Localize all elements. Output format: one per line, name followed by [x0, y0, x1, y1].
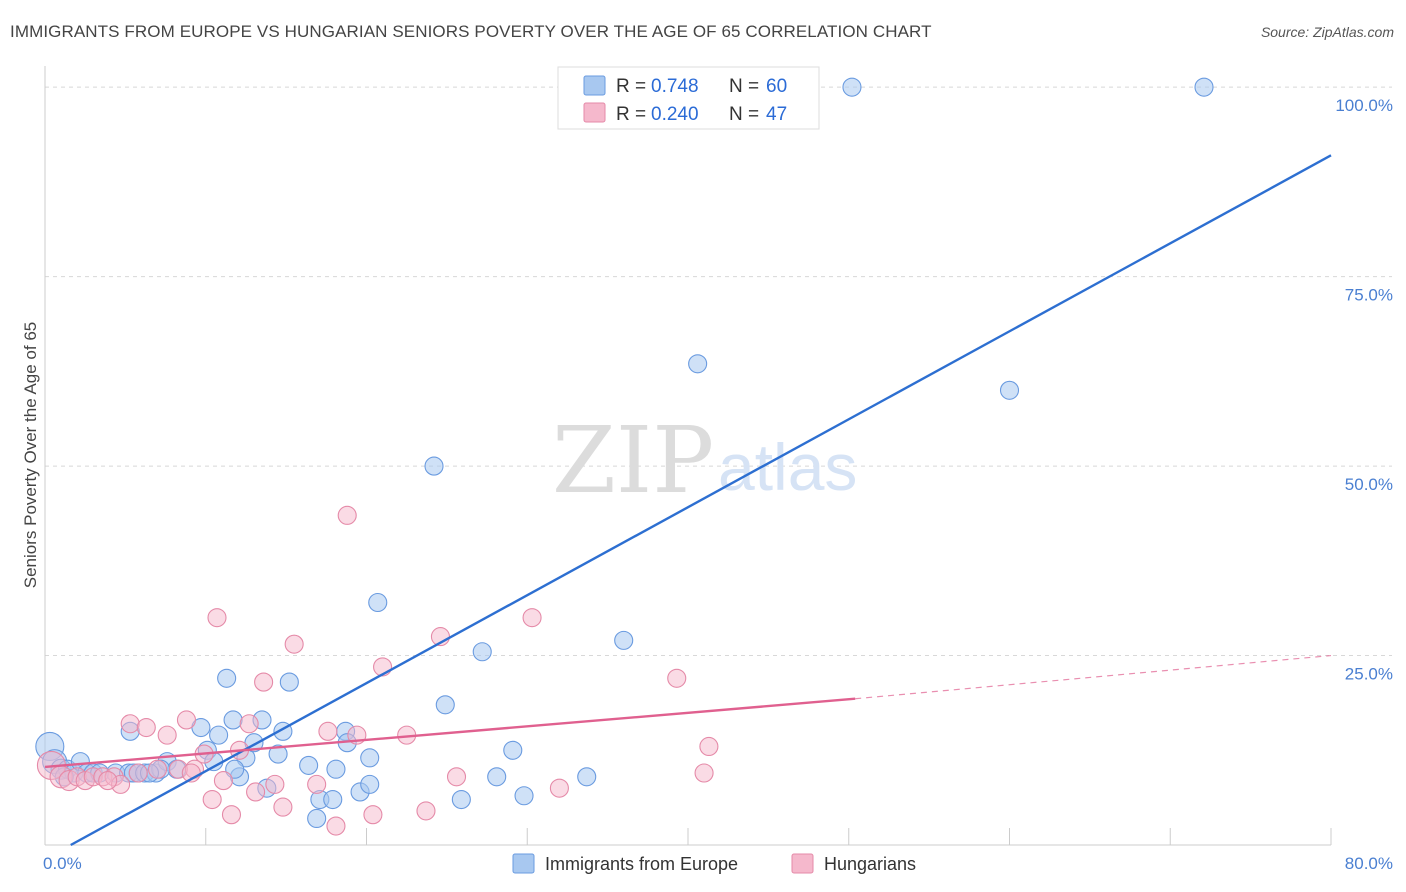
trend-line-immigrants	[70, 154, 1332, 847]
data-point	[337, 505, 357, 525]
data-point	[246, 782, 266, 802]
data-point	[416, 801, 436, 821]
y-tick-label: 75.0%	[1345, 286, 1393, 305]
data-point	[225, 759, 245, 779]
data-point	[265, 774, 285, 794]
data-point	[577, 767, 597, 787]
watermark-atlas: atlas	[718, 430, 857, 504]
legend-r-label: R =	[616, 104, 646, 125]
axes	[44, 66, 1332, 846]
data-point	[451, 789, 471, 810]
legend-r-label: R =	[616, 76, 646, 97]
data-point	[120, 714, 140, 734]
data-point	[326, 816, 346, 836]
data-point	[279, 672, 299, 692]
legend-r-value: 0.240	[651, 104, 699, 125]
data-point	[472, 642, 492, 662]
data-point	[307, 808, 327, 829]
data-point	[299, 755, 319, 775]
data-point	[176, 710, 197, 730]
data-point	[128, 763, 148, 783]
data-point	[503, 740, 523, 760]
x-tick-label: 0.0%	[43, 854, 82, 873]
data-point	[514, 786, 534, 806]
watermark-zip: ZIP	[552, 407, 714, 514]
legend-swatch-hungarians	[791, 853, 814, 874]
legend-n-value: 47	[766, 104, 787, 125]
grid-lines	[45, 86, 1392, 657]
trend-line-hungarians-extension	[855, 654, 1332, 700]
data-point	[435, 695, 455, 715]
data-point	[368, 592, 388, 613]
y-axis-label: Seniors Poverty Over the Age of 65	[21, 322, 40, 588]
data-point	[699, 736, 719, 757]
data-point	[667, 668, 687, 688]
data-point	[842, 77, 862, 97]
data-point	[207, 608, 227, 628]
data-point	[326, 759, 346, 779]
y-tick-label: 25.0%	[1345, 665, 1393, 684]
data-point	[98, 771, 118, 791]
data-point	[213, 771, 233, 791]
x-tick-label: 80.0%	[1345, 854, 1393, 873]
data-point	[614, 630, 634, 650]
legend-n-value: 60	[766, 76, 787, 97]
chart-title: IMMIGRANTS FROM EUROPE VS HUNGARIAN SENI…	[10, 22, 932, 41]
y-tick-labels: 25.0% 50.0% 75.0% 100.0%	[1335, 96, 1393, 683]
legend-label-immigrants: Immigrants from Europe	[545, 854, 738, 874]
data-point	[360, 748, 380, 768]
data-point	[202, 789, 222, 810]
data-point	[268, 744, 288, 764]
data-point	[446, 767, 467, 787]
legend-n-label: N =	[729, 76, 759, 97]
data-point	[999, 380, 1020, 400]
data-point	[318, 721, 338, 741]
x-tick-labels: 0.0% 80.0%	[43, 854, 1393, 873]
data-point	[147, 759, 168, 779]
y-tick-label: 50.0%	[1345, 475, 1393, 494]
data-point	[254, 672, 274, 692]
data-point	[694, 763, 714, 783]
data-point	[424, 456, 444, 476]
data-point	[284, 634, 304, 654]
data-point	[307, 774, 327, 794]
y-tick-label: 100.0%	[1335, 96, 1393, 115]
data-point	[239, 714, 259, 734]
data-point	[360, 774, 380, 794]
data-point	[209, 725, 229, 745]
legend-swatch-immigrants	[512, 853, 535, 874]
legend-series: Immigrants from Europe Hungarians	[512, 853, 916, 874]
legend-swatch-blue	[583, 75, 606, 96]
data-point	[688, 354, 708, 374]
legend-r-value: 0.748	[651, 76, 699, 97]
data-point	[549, 778, 569, 798]
data-point	[221, 805, 242, 825]
source-credit: Source: ZipAtlas.com	[1260, 24, 1394, 40]
data-point	[323, 789, 343, 810]
trend-lines	[44, 154, 1332, 847]
legend-correlation: R = 0.748 N = 60 R = 0.240 N = 47	[557, 66, 820, 130]
data-point	[522, 608, 542, 628]
data-point	[136, 717, 156, 738]
legend-n-label: N =	[729, 104, 759, 125]
legend-swatch-pink	[583, 102, 606, 123]
data-point	[487, 767, 507, 787]
trend-line-hungarians	[44, 697, 856, 769]
data-point	[157, 725, 177, 745]
data-point	[1194, 77, 1214, 97]
data-point	[217, 668, 237, 688]
series-hungarians	[36, 505, 719, 836]
legend-label-hungarians: Hungarians	[824, 854, 916, 874]
data-point	[273, 797, 293, 817]
data-point	[363, 805, 383, 825]
data-point	[223, 710, 243, 730]
